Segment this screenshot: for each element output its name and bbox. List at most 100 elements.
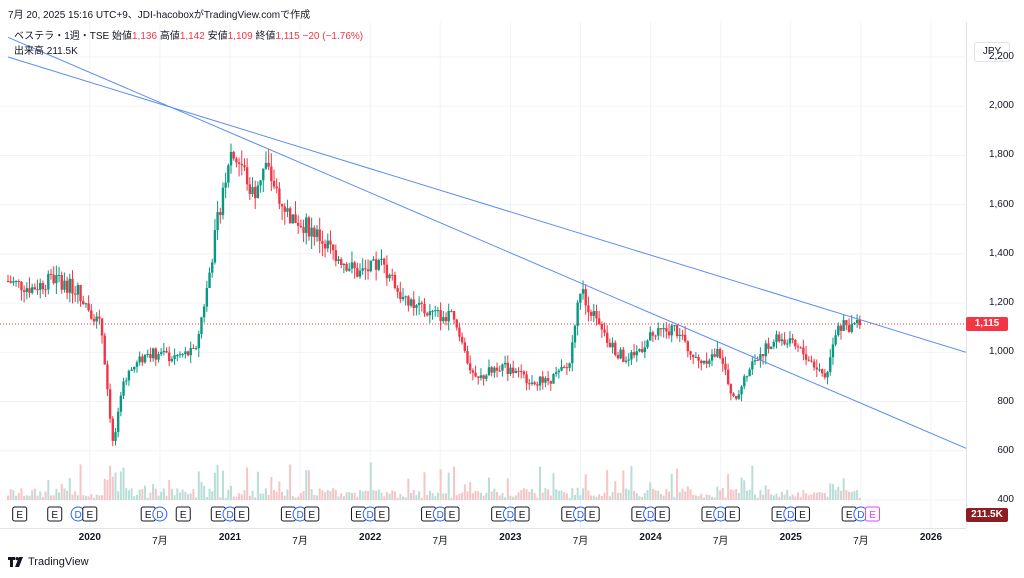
volume-bar <box>197 471 200 500</box>
candle-body <box>560 366 563 371</box>
volume-bar <box>729 489 732 500</box>
candle-body <box>127 370 131 381</box>
volume-bar <box>41 497 44 500</box>
candle-body <box>407 296 410 306</box>
dividend-marker-label: D <box>787 510 794 521</box>
price-tick-label: 600 <box>997 444 1014 456</box>
volume-bar <box>189 493 192 500</box>
volume-bar <box>181 489 184 500</box>
price-tick-label: 2,200 <box>988 51 1014 62</box>
volume-bar <box>364 490 367 500</box>
candle-body <box>184 351 187 355</box>
time-tick-label: 2026 <box>919 532 943 543</box>
volume-bar <box>101 495 104 500</box>
volume-bar <box>826 496 829 500</box>
candle-body <box>283 206 286 212</box>
volume-bar <box>321 490 324 500</box>
candle-body <box>227 165 230 183</box>
volume-bar <box>716 486 719 500</box>
candle-body <box>25 288 29 292</box>
earnings-marker-icon <box>794 506 810 522</box>
chart-caption: 7月 20, 2025 15:16 UTC+9、JDI-hacoboxがTrad… <box>8 10 311 21</box>
candle-body <box>248 184 252 195</box>
volume-bar <box>600 496 603 500</box>
currency-label[interactable]: JPY <box>974 42 1010 62</box>
volume-bar <box>522 488 525 500</box>
earnings-marker-label: E <box>355 510 362 521</box>
candle-body <box>420 302 424 304</box>
volume-bar <box>568 497 571 500</box>
volume-bar <box>205 497 208 500</box>
candle-body <box>603 329 606 333</box>
volume-bar <box>649 482 652 500</box>
candle-body <box>600 324 604 330</box>
volume-bar <box>504 497 507 500</box>
candle-body <box>17 281 20 283</box>
volume-bar <box>173 495 176 500</box>
symbol-name[interactable]: ベステラ・1週・TSE <box>14 31 110 42</box>
candle-body <box>331 244 335 251</box>
candle-body <box>458 327 461 337</box>
time-axis[interactable]: 2020 7月 2021 7月 2022 7月 2023 7月 2024 7月 2025 7月 2026 <box>0 528 966 547</box>
volume-bar <box>780 491 783 500</box>
candle-body <box>366 269 370 272</box>
volume-bar <box>541 492 544 500</box>
candle-body <box>525 374 528 384</box>
volume-bar <box>423 472 426 500</box>
volume-bar <box>856 490 859 500</box>
volume-bar <box>224 497 227 500</box>
volume-bar <box>858 497 861 500</box>
candle-body <box>546 378 550 381</box>
time-tick-label: 2021 <box>218 532 242 543</box>
volume-bar <box>235 496 238 500</box>
volume-bar <box>431 492 434 500</box>
volume-bar <box>831 483 834 500</box>
open-value: 1,136 <box>132 31 158 42</box>
time-tick-label: 2023 <box>499 532 522 543</box>
time-tick-label: 2022 <box>359 532 382 543</box>
dividend-marker-label: D <box>437 510 444 521</box>
candle-body <box>657 328 660 336</box>
time-tick-label: 7月 <box>152 536 168 547</box>
candle-body <box>52 274 55 284</box>
candle-body <box>119 395 123 412</box>
legend-row-volume: 出来高 211.5K <box>14 44 363 59</box>
candle-body <box>799 347 802 349</box>
candle-body <box>100 318 104 336</box>
volume-bar <box>275 491 278 500</box>
candle-body <box>71 278 74 294</box>
candle-body <box>477 376 480 378</box>
volume-bar <box>297 496 300 500</box>
candle-body <box>98 316 101 319</box>
earnings-marker-label: E <box>519 510 526 521</box>
volume-bar <box>195 497 198 500</box>
volume-bar <box>439 469 442 500</box>
volume-bar <box>160 491 163 500</box>
low-label: 安値 <box>207 31 228 42</box>
volume-bar <box>676 468 679 500</box>
candle-body <box>775 334 778 342</box>
volume-bar <box>539 466 542 500</box>
volume-bar <box>471 493 474 500</box>
candle-body <box>267 162 270 167</box>
volume-bar <box>783 494 786 500</box>
volume-label: 出来高 <box>14 46 44 57</box>
earnings-marker-icon <box>304 506 320 522</box>
candle-body <box>259 180 262 186</box>
volume-bar <box>708 495 711 500</box>
earnings-marker-label: E <box>659 510 666 521</box>
candle-body <box>850 323 853 332</box>
candle-body <box>391 274 394 276</box>
candle-body <box>772 341 776 347</box>
candle-body <box>468 363 472 371</box>
volume-bar <box>493 488 496 500</box>
volume-bar <box>697 496 700 500</box>
high-label: 高値 <box>159 31 180 42</box>
earnings-marker-label: E <box>285 510 292 521</box>
price-axis[interactable]: JPY 400 600 800 1,000 1,200 1,400 1,600 1,800 2,… <box>966 22 1024 528</box>
volume-bar <box>238 493 241 500</box>
candle-body <box>724 363 727 370</box>
candle-body <box>563 366 566 368</box>
